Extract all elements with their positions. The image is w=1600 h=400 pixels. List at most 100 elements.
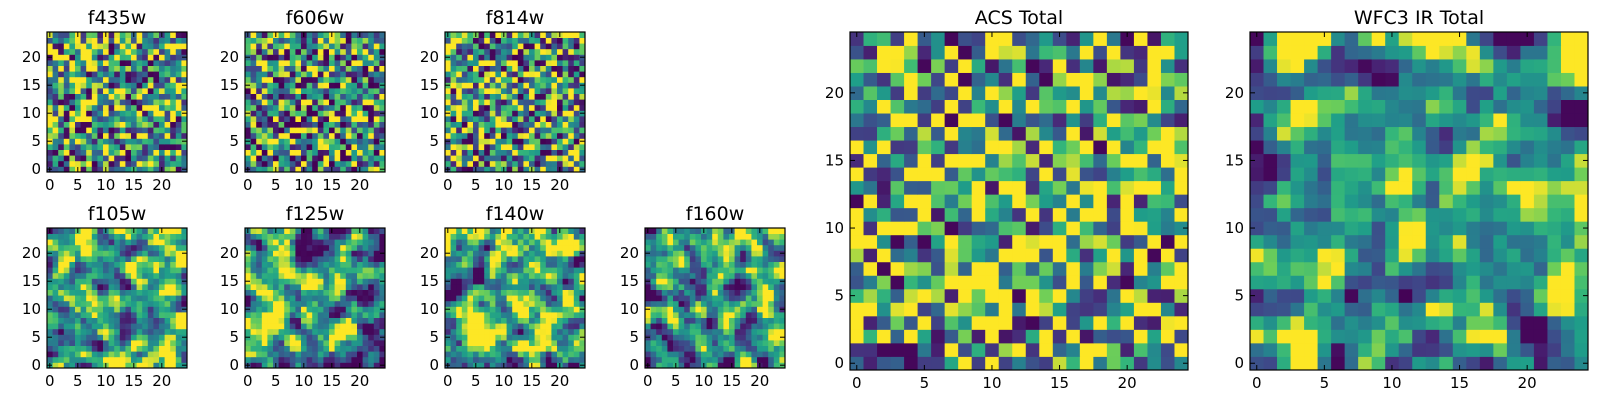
heatmap-cell <box>267 149 274 156</box>
heatmap-cell <box>517 32 524 38</box>
heatmap-cell <box>1106 167 1121 182</box>
heatmap-cell <box>312 32 319 38</box>
heatmap-cell <box>467 138 474 145</box>
heatmap-cell <box>86 284 93 290</box>
heatmap-cell <box>58 127 65 134</box>
heatmap-cell <box>63 60 70 66</box>
heatmap-cell <box>170 250 177 257</box>
heatmap-cell <box>745 289 752 296</box>
heatmap-cell <box>673 267 679 274</box>
heatmap-cell <box>998 248 1013 263</box>
heatmap-cell <box>329 60 335 66</box>
heatmap-cell <box>706 267 713 274</box>
heatmap-cell <box>97 356 104 363</box>
heatmap-cell <box>551 144 558 150</box>
heatmap-cell <box>323 132 330 139</box>
heatmap-cell <box>540 362 547 369</box>
heatmap-cell <box>357 65 363 72</box>
heatmap-cell <box>579 116 586 122</box>
heatmap-cell <box>478 356 485 363</box>
heatmap-cell <box>562 351 569 358</box>
heatmap-cell <box>745 345 752 352</box>
heatmap-cell <box>779 323 786 330</box>
heatmap-cell <box>289 43 296 50</box>
heatmap-cell <box>97 65 104 72</box>
heatmap-cell <box>267 351 274 358</box>
heatmap-cell <box>284 166 291 173</box>
heatmap-cell <box>467 300 474 307</box>
heatmap-cell <box>357 239 363 246</box>
heatmap-cell <box>740 278 747 285</box>
heatmap-cell <box>944 180 959 195</box>
heatmap-cell <box>495 228 502 234</box>
heatmap-cell <box>63 362 70 369</box>
heatmap-cell <box>103 267 109 274</box>
heatmap-cell <box>284 256 291 262</box>
heatmap-cell <box>734 323 741 330</box>
heatmap-cell <box>80 149 87 156</box>
heatmap-cell <box>164 267 171 274</box>
heatmap-cell <box>159 99 165 106</box>
heatmap-cell <box>329 93 335 100</box>
heatmap-cell <box>164 160 171 167</box>
heatmap-cell <box>1039 194 1054 209</box>
heatmap-cell <box>119 267 126 274</box>
heatmap-cell <box>467 82 474 89</box>
heatmap-cell <box>489 121 496 128</box>
heatmap-cell <box>529 149 535 156</box>
heatmap-cell <box>551 48 558 55</box>
heatmap-cell <box>484 71 491 78</box>
axes-frame <box>244 227 386 369</box>
heatmap-cell <box>273 54 279 61</box>
heatmap-cell <box>545 116 552 122</box>
heatmap-cell <box>450 300 457 307</box>
heatmap-cell <box>97 312 104 318</box>
heatmap-cell <box>1160 207 1175 222</box>
heatmap-cell <box>757 306 763 313</box>
heatmap-cell <box>170 43 177 50</box>
heatmap-cell <box>501 127 507 134</box>
heatmap-cell <box>757 272 763 279</box>
heatmap-cell <box>295 76 302 83</box>
heatmap-cell <box>153 300 160 307</box>
heatmap-cell <box>97 362 104 369</box>
heatmap-cell <box>289 317 296 324</box>
heatmap-cell <box>125 356 132 363</box>
heatmap-cell <box>86 127 93 134</box>
heatmap-cell <box>551 138 558 145</box>
heatmap-cell <box>345 88 352 94</box>
heatmap-cell <box>1012 356 1027 371</box>
heatmap-cell <box>368 65 375 72</box>
heatmap-cell <box>673 233 679 240</box>
heatmap-cell <box>273 43 279 50</box>
heatmap-cell <box>245 244 251 251</box>
heatmap-cell <box>450 261 457 268</box>
heatmap-cell <box>534 116 541 122</box>
heatmap-cell <box>250 76 257 83</box>
heatmap-cell <box>136 334 143 341</box>
heatmap-cell <box>164 149 171 156</box>
heatmap-cell <box>142 121 149 128</box>
heatmap-cell <box>568 278 575 285</box>
heatmap-cell <box>153 65 160 72</box>
heatmap-cell <box>467 144 474 150</box>
heatmap-cell <box>86 295 93 302</box>
heatmap-cell <box>545 328 552 335</box>
heatmap-cell <box>289 65 296 72</box>
heatmap-cell <box>506 71 513 78</box>
heatmap-cell <box>58 284 65 290</box>
heatmap-cell <box>712 334 719 341</box>
heatmap-cell <box>267 54 274 61</box>
heatmap-cell <box>256 37 263 44</box>
heatmap-cell <box>523 160 530 167</box>
heatmap-cell <box>52 362 59 369</box>
heatmap-cell <box>540 110 547 117</box>
heatmap-cell <box>147 138 154 145</box>
heatmap-cell <box>63 300 70 307</box>
heatmap-cell <box>136 127 143 134</box>
heatmap-cell <box>58 362 65 369</box>
heatmap-cell <box>159 340 165 346</box>
heatmap-cell <box>695 300 702 307</box>
heatmap-cell <box>52 71 59 78</box>
heatmap-cell <box>562 121 569 128</box>
